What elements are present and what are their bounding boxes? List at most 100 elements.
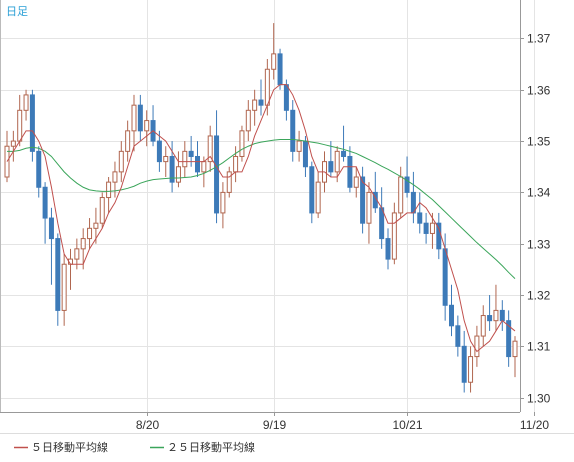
candle-body xyxy=(302,140,308,168)
y-tick-label: 1.36 xyxy=(527,84,551,98)
candle-body xyxy=(106,181,112,199)
candle-body xyxy=(23,94,29,111)
x-axis-ticks: 8/20 9/19 10/21 11/20 xyxy=(136,412,549,432)
candle-body xyxy=(315,181,321,214)
candle-body xyxy=(449,304,454,327)
candle-up xyxy=(493,284,499,331)
gridlines xyxy=(0,0,535,412)
candle-down xyxy=(309,161,315,224)
period-label: 日足 xyxy=(6,5,28,18)
candle-down xyxy=(487,295,493,331)
candle-body xyxy=(245,109,251,132)
candle-body xyxy=(512,340,518,358)
candle-body xyxy=(239,130,245,157)
candle-body xyxy=(455,325,461,347)
y-tick-label: 1.30 xyxy=(527,392,551,406)
ma25-line xyxy=(7,139,516,279)
plot-background xyxy=(0,0,520,412)
candle-up xyxy=(296,130,302,162)
candle-body xyxy=(334,150,340,173)
candle-up xyxy=(366,182,372,244)
candle-up xyxy=(163,146,169,178)
y-tick-label: 1.37 xyxy=(527,32,551,46)
candle-body xyxy=(436,222,442,250)
candle-down xyxy=(385,228,391,270)
candle-down xyxy=(29,89,35,162)
candle-body xyxy=(258,99,264,106)
candle-down xyxy=(195,141,200,178)
candle-body xyxy=(36,150,42,188)
candle-body xyxy=(87,227,93,240)
candle-body xyxy=(163,155,169,163)
candle-body xyxy=(385,238,391,260)
candle-body xyxy=(226,171,232,193)
candle-down xyxy=(455,315,461,357)
candle-up xyxy=(271,23,277,80)
candle-body xyxy=(341,150,347,157)
candle-up xyxy=(220,182,226,229)
y-tick-label: 1.35 xyxy=(527,135,551,149)
candle-up xyxy=(207,125,213,172)
candle-body xyxy=(277,53,283,86)
y-tick-label: 1.31 xyxy=(527,340,551,354)
candle-body xyxy=(499,309,505,322)
legend-label-ma25: ２５日移動平均線 xyxy=(167,440,255,454)
candle-body xyxy=(55,238,61,311)
candle-body xyxy=(99,197,105,224)
candle-body xyxy=(220,191,226,214)
candle-up xyxy=(61,253,67,326)
candle-body xyxy=(112,171,118,183)
candle-body xyxy=(360,176,366,224)
candle-body xyxy=(296,140,302,152)
candle-body xyxy=(474,335,480,358)
legend-label-ma5: ５日移動平均線 xyxy=(31,440,108,454)
candle-down xyxy=(449,284,454,337)
candle-body xyxy=(347,155,353,188)
candle-body xyxy=(328,161,334,173)
candle-up xyxy=(106,177,112,213)
candle-body xyxy=(137,104,143,132)
candle-down xyxy=(42,182,48,244)
candle-up xyxy=(87,218,93,249)
candle-down xyxy=(404,156,410,198)
x-tick-label: 10/21 xyxy=(392,418,422,432)
candle-body xyxy=(207,135,213,163)
candle-body xyxy=(417,212,423,224)
candle-down xyxy=(258,79,264,116)
candle-up xyxy=(131,94,137,152)
candle-body xyxy=(214,135,220,214)
candle-up xyxy=(391,202,397,265)
candle-body xyxy=(61,263,67,311)
candle-body xyxy=(144,120,150,132)
candle-body xyxy=(442,248,448,306)
candle-down xyxy=(169,141,175,193)
candle-up xyxy=(23,89,29,121)
candle-body xyxy=(131,104,137,132)
candle-down xyxy=(461,330,467,393)
candle-body xyxy=(423,222,429,234)
candle-up xyxy=(245,100,251,142)
candle-down xyxy=(347,146,353,193)
candle-down xyxy=(290,100,296,162)
candle-up xyxy=(474,325,480,367)
candle-up xyxy=(468,346,474,393)
candle-body xyxy=(398,176,404,214)
candle-down xyxy=(277,48,283,90)
candle-body xyxy=(74,248,80,260)
candle-body xyxy=(29,94,35,152)
candle-body xyxy=(169,155,175,183)
y-tick-label: 1.34 xyxy=(527,186,551,200)
candle-up xyxy=(315,171,321,219)
candle-body xyxy=(17,109,23,142)
candle-body xyxy=(264,68,270,106)
candle-body xyxy=(233,155,239,173)
candle-up xyxy=(125,120,131,162)
candle-body xyxy=(182,150,188,168)
x-tick-label: 9/19 xyxy=(263,418,287,432)
candle-down xyxy=(341,125,347,162)
candle-body xyxy=(80,238,86,250)
y-tick-label: 1.32 xyxy=(527,289,551,303)
x-tick-label: 11/20 xyxy=(520,418,549,432)
